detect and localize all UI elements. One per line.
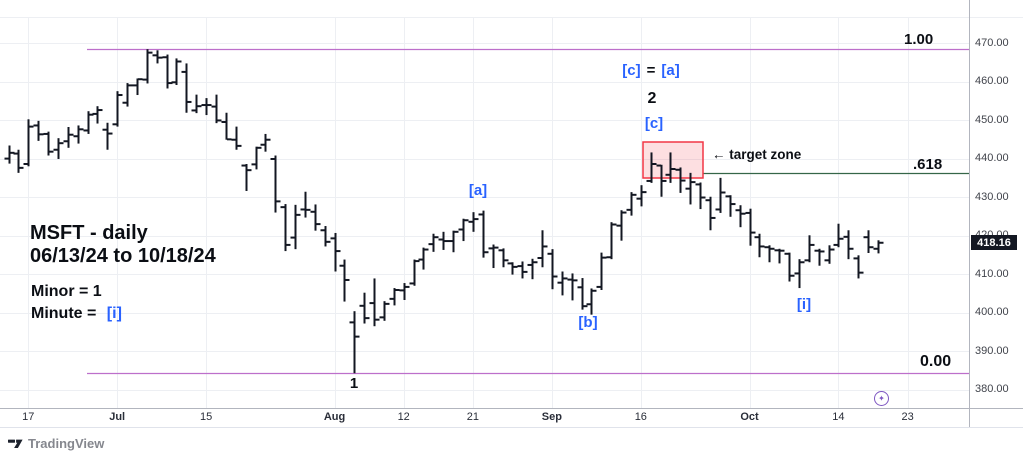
fib-level-label-100: 1.00	[904, 31, 934, 48]
legend-minute-prefix: Minute =	[31, 305, 97, 322]
fib-level-label-000: 0.00	[920, 353, 952, 370]
price-tick-label: 400.00	[975, 306, 1009, 319]
price-tick-label: 410.00	[975, 267, 1009, 280]
tradingview-brand-text: TradingView	[28, 436, 105, 451]
wave-label-b: [b]	[578, 314, 598, 331]
wave-label-2: 2	[647, 90, 657, 107]
price-axis[interactable]: 470.00460.00450.00440.00430.00420.00410.…	[969, 0, 1023, 408]
time-tick-day-label: 15	[199, 411, 213, 423]
time-tick-month-label: Aug	[323, 411, 346, 423]
legend-minor: Minor = 1	[31, 283, 102, 300]
price-tick-label: 470.00	[975, 36, 1009, 49]
fib-level-label-618: .618	[913, 156, 943, 173]
time-axis[interactable]: 17 Jul 15 Aug 12 21 Sep 16 Oct 14 23	[0, 408, 1023, 427]
target-zone-label: ← target zone	[712, 147, 802, 162]
time-tick-day-label: 16	[634, 411, 647, 423]
time-tick-day-label: 23	[901, 411, 914, 423]
equality-equals: =	[646, 62, 656, 79]
tradingview-attribution[interactable]: TradingView	[8, 436, 104, 451]
price-tick-label: 460.00	[975, 75, 1009, 88]
tradingview-logo-icon	[8, 439, 23, 448]
time-tick-day-label: 17	[22, 411, 35, 423]
wave-label-i: [i]	[796, 296, 812, 313]
last-price-badge: 418.16	[971, 235, 1017, 250]
time-tick-month-label: Sep	[541, 411, 562, 423]
legend-minute: Minute = [i]	[31, 305, 122, 323]
price-tick-label: 380.00	[975, 383, 1009, 396]
wave-label-1: 1	[349, 375, 359, 392]
time-tick-day-label: 21	[466, 411, 479, 423]
legend-minute-value: [i]	[106, 305, 122, 322]
time-tick-month-label: Jul	[109, 411, 126, 423]
chart-plot-area[interactable]	[0, 0, 1023, 428]
time-tick-day-label: 14	[832, 411, 845, 423]
wave-equality-note: [c] = [a]	[622, 62, 679, 79]
equality-a: [a]	[661, 62, 680, 79]
price-tick-label: 450.00	[975, 113, 1009, 126]
time-tick-day-label: 12	[397, 411, 410, 423]
price-tick-label: 390.00	[975, 344, 1009, 357]
equality-c: [c]	[622, 62, 641, 79]
price-tick-label: 430.00	[975, 190, 1009, 203]
chart-title: MSFT - daily 06/13/24 to 10/18/24	[30, 222, 216, 268]
chart-title-line1: MSFT - daily	[30, 222, 148, 244]
time-tick-month-label: Oct	[740, 411, 759, 423]
chart-title-line2: 06/13/24 to 10/18/24	[30, 245, 216, 267]
wave-label-c: [c]	[644, 115, 664, 132]
wave-label-a: [a]	[468, 182, 488, 199]
plus-circle-icon[interactable]: ✦	[874, 391, 889, 406]
price-tick-label: 440.00	[975, 152, 1009, 165]
